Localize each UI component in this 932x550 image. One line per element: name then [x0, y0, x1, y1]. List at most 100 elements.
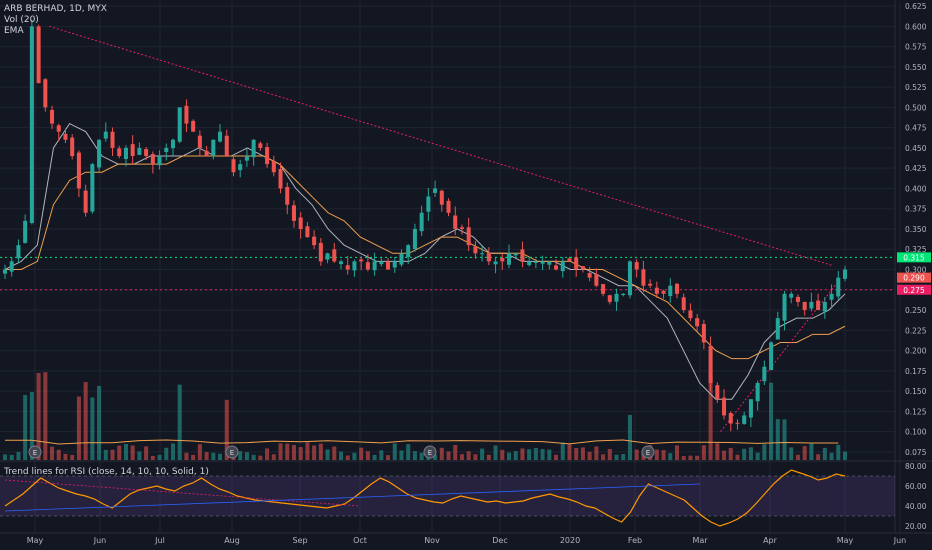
volume-bar	[446, 451, 451, 460]
y-tick-label: 0.500	[905, 103, 927, 112]
volume-bar	[688, 455, 693, 460]
volume-bar	[520, 448, 525, 460]
volume-bar	[70, 454, 75, 460]
price-label-box	[897, 272, 931, 283]
rsi-line	[4, 469, 846, 527]
x-tick-label: Sep	[292, 536, 307, 545]
candle-body	[802, 301, 807, 311]
volume-bar	[769, 382, 774, 460]
candle-body	[271, 160, 276, 173]
volume-legend[interactable]: Vol (20)	[4, 15, 39, 25]
volume-bar	[338, 451, 344, 460]
candle-body	[399, 253, 404, 265]
y-tick-label: 0.550	[905, 63, 927, 72]
candle-body	[352, 261, 357, 271]
x-tick-label: Jun	[893, 536, 907, 545]
candle-body	[654, 287, 659, 294]
volume-bar	[278, 443, 283, 460]
volume-bar	[184, 452, 189, 460]
volume-bar	[365, 451, 370, 460]
y-tick-label: 0.075	[905, 448, 927, 457]
candle-body	[607, 295, 612, 302]
volume-bar	[2, 454, 8, 460]
candle-body	[708, 345, 713, 383]
ema-legend[interactable]: EMA	[4, 26, 24, 36]
candle-body	[775, 318, 780, 340]
candle-body	[809, 301, 814, 309]
candle-body	[2, 269, 8, 274]
volume-bar	[110, 449, 115, 460]
volume-bar	[574, 448, 579, 460]
volume-bar	[580, 447, 585, 460]
candle-body	[627, 261, 632, 296]
candle-body	[789, 293, 794, 298]
candle-body	[842, 269, 848, 279]
y-tick-label: 0.350	[905, 225, 927, 234]
candle-body	[574, 257, 579, 270]
x-tick-label: Dec	[492, 536, 507, 545]
volume-bars	[2, 372, 848, 460]
candle-body	[506, 253, 512, 265]
volume-bar	[244, 452, 249, 460]
volume-bar	[533, 448, 538, 460]
candle-body	[258, 143, 263, 148]
volume-bar	[392, 443, 397, 460]
volume-ma-line	[4, 439, 839, 445]
rsi-legend[interactable]: Trend lines for RSI (close, 14, 10, 10, …	[4, 467, 209, 477]
candle-body	[755, 382, 760, 402]
volume-bar	[762, 444, 767, 460]
symbol-title[interactable]: ARB BERHAD, 1D, MYX	[4, 4, 107, 14]
candle-body	[191, 120, 196, 132]
volume-bar	[191, 454, 196, 460]
volume-bar	[130, 445, 135, 460]
candle-body	[715, 385, 720, 400]
candle-body	[527, 261, 532, 266]
volume-bar	[594, 446, 599, 460]
y-tick-label: 0.100	[905, 428, 927, 437]
y-tick-label: 0.475	[905, 124, 927, 133]
candle-body	[567, 258, 572, 262]
volume-bar	[742, 448, 747, 460]
candle-body	[836, 277, 841, 297]
volume-bar	[345, 455, 350, 460]
candle-body	[446, 200, 451, 213]
candle-body	[285, 187, 290, 205]
candle-body	[130, 144, 135, 157]
volume-bar	[466, 451, 471, 460]
earnings-marker	[423, 445, 437, 459]
candle-body	[426, 196, 431, 212]
volume-bar	[755, 452, 760, 460]
volume-bar	[325, 449, 330, 460]
candle-body	[412, 228, 417, 250]
candle-body	[433, 188, 438, 193]
candle-body	[372, 261, 377, 271]
volume-bar	[715, 443, 720, 460]
x-tick-label: Mar	[692, 536, 708, 545]
x-tick-label: Feb	[628, 536, 642, 545]
volume-bar	[480, 448, 485, 460]
candle-body	[238, 164, 243, 171]
volume-bar	[144, 446, 149, 460]
x-tick-label: May	[27, 536, 44, 545]
volume-bar	[372, 454, 377, 460]
volume-bar	[83, 382, 88, 460]
candle-body	[345, 265, 350, 270]
chart-legend: ARB BERHAD, 1D, MYX Vol (20) EMA	[4, 4, 107, 37]
volume-bar	[433, 454, 438, 460]
volume-bar	[627, 414, 632, 460]
x-tick-label: Jun	[93, 536, 107, 545]
volume-bar	[352, 452, 357, 460]
y-tick-label: 0.400	[905, 184, 927, 193]
candle-body	[110, 131, 115, 148]
volume-bar	[453, 444, 458, 460]
volume-bar	[164, 447, 169, 460]
candle-body	[735, 422, 740, 424]
volume-bar	[668, 453, 673, 460]
candle-body	[695, 318, 700, 327]
volume-bar	[412, 451, 417, 460]
volume-bar	[540, 449, 545, 460]
candle-body	[298, 217, 303, 229]
volume-bar	[795, 454, 800, 460]
earnings-marker-label: E	[646, 449, 650, 457]
